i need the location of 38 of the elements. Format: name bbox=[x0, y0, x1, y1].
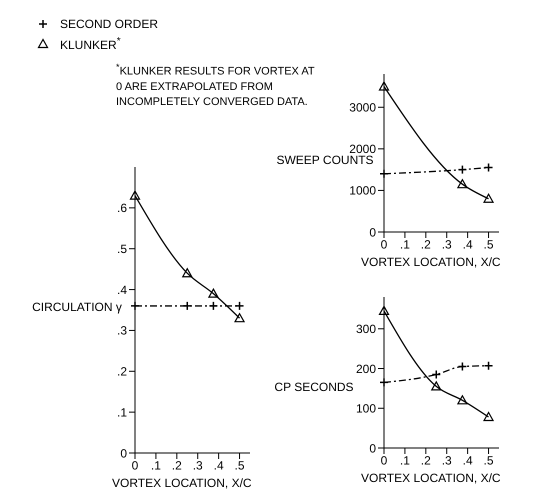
y-tick-label: .6 bbox=[116, 201, 128, 216]
y-tick-label: 0 bbox=[369, 225, 376, 240]
x-axis-title: VORTEX LOCATION, X/C bbox=[361, 471, 501, 485]
x-tick-label: .5 bbox=[484, 238, 494, 252]
y-tick-label: .2 bbox=[116, 364, 128, 379]
y-tick-label: 0 bbox=[369, 441, 376, 456]
x-tick-label: .2 bbox=[420, 454, 432, 468]
legend-label: SECOND ORDER bbox=[60, 17, 158, 31]
x-tick-label: .3 bbox=[192, 458, 204, 473]
x-tick-label: .4 bbox=[214, 458, 224, 473]
x-tick-label: .1 bbox=[400, 238, 410, 252]
x-tick-label: 0 bbox=[380, 454, 388, 468]
y-tick-label: 200 bbox=[356, 362, 376, 376]
y-tick-label: 3000 bbox=[349, 100, 376, 115]
y-tick-label: .1 bbox=[116, 405, 128, 420]
legend-label: KLUNKER$^{*}$ bbox=[60, 36, 121, 52]
y-tick-label: .4 bbox=[116, 282, 128, 297]
x-tick-label: .2 bbox=[420, 238, 432, 252]
y-tick-label: .3 bbox=[116, 324, 128, 338]
x-tick-label: .4 bbox=[462, 238, 473, 252]
y-tick-label: 100 bbox=[356, 402, 376, 416]
text: $^{*}$KLUNKER RESULTS FOR VORTEX AT 0 ARE EXTRAPOLATED FROM INCOMPLETELY CONVERGED DATA. bbox=[116, 61, 316, 110]
x-tick-label: .4 bbox=[462, 454, 473, 468]
x-axis-title: VORTEX LOCATION, X/C bbox=[112, 476, 252, 490]
x-tick-label: .3 bbox=[442, 454, 452, 468]
x-tick-label: .1 bbox=[400, 454, 410, 468]
y-axis-title: CIRCULATION γ bbox=[32, 299, 122, 316]
x-tick-label: 0 bbox=[380, 238, 388, 252]
x-tick-label: .5 bbox=[484, 454, 494, 468]
y-tick-label: 1000 bbox=[349, 184, 376, 198]
x-tick-label: .3 bbox=[442, 238, 452, 252]
x-tick-label: .1 bbox=[150, 458, 162, 473]
x-tick-label: 0 bbox=[132, 458, 139, 473]
x-tick-label: .2 bbox=[172, 458, 182, 473]
y-tick-label: 300 bbox=[356, 322, 376, 336]
x-axis-title: VORTEX LOCATION, X/C bbox=[361, 255, 501, 269]
x-tick-label: .5 bbox=[234, 458, 245, 473]
y-axis-title: CP SECONDS bbox=[273, 379, 355, 396]
